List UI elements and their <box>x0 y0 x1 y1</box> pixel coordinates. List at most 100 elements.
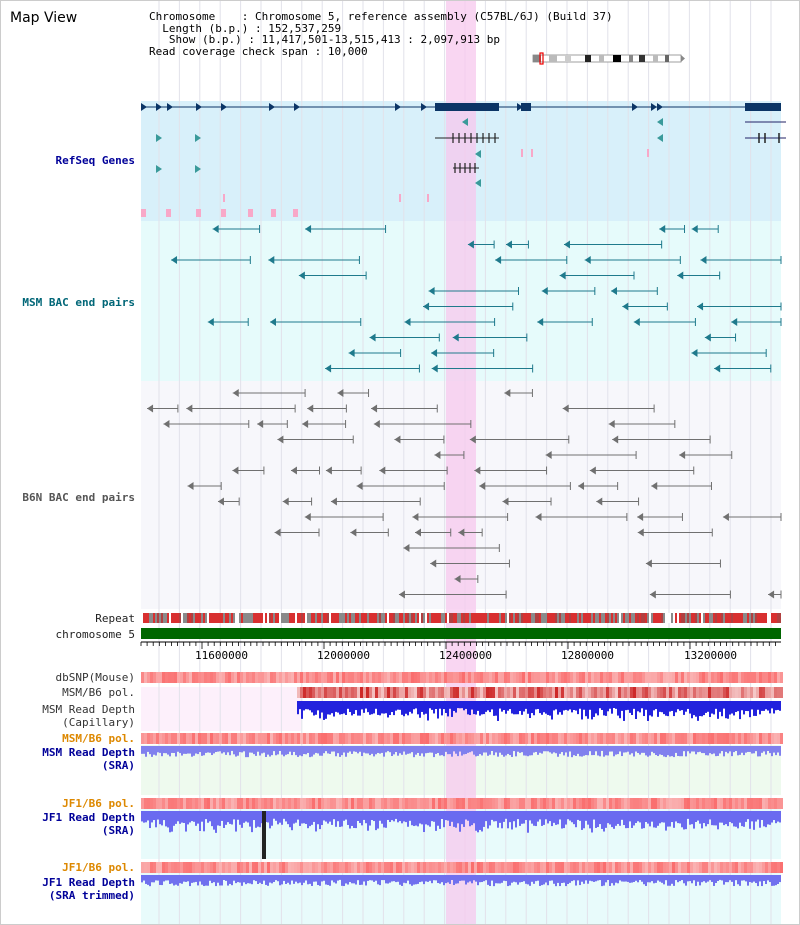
polymorphism-cell <box>579 687 582 698</box>
msm-bac-pair <box>563 240 570 249</box>
read-depth-bar <box>389 875 391 883</box>
track-label-jf1-b6-pol-2[interactable]: JF1/B6 pol. <box>62 861 135 874</box>
repeat-element <box>527 613 529 623</box>
read-depth-bar <box>635 701 637 719</box>
read-depth-bar <box>355 701 357 711</box>
read-depth-bar <box>775 746 777 756</box>
read-depth-bar <box>233 875 235 881</box>
read-depth-bar <box>257 875 259 885</box>
b6n-bac-pair <box>722 513 729 521</box>
read-depth-bar <box>497 811 499 828</box>
polymorphism-cell <box>663 862 666 873</box>
polymorphism-cell <box>273 733 276 744</box>
read-depth-bar <box>743 701 745 715</box>
read-depth-bar <box>761 875 763 887</box>
polymorphism-cell <box>258 733 261 744</box>
polymorphism-cell <box>150 672 153 683</box>
polymorphism-cell <box>291 733 294 744</box>
track-label-jf1-depth-sra[interactable]: JF1 Read Depth (SRA) <box>1 811 135 837</box>
read-depth-bar <box>271 875 273 884</box>
repeat-element <box>195 613 197 623</box>
read-depth-bar <box>241 746 243 753</box>
read-depth-bar <box>521 811 523 824</box>
repeat-element <box>653 613 655 623</box>
polymorphism-cell <box>705 733 708 744</box>
polymorphism-cell <box>717 862 720 873</box>
pseudogene <box>166 209 171 217</box>
polymorphism-cell <box>459 687 462 698</box>
polymorphism-cell <box>642 687 645 698</box>
track-label-refseq[interactable]: RefSeq Genes <box>55 154 135 167</box>
polymorphism-cell <box>708 862 711 873</box>
read-depth-bar <box>773 811 775 821</box>
read-depth-bar <box>651 701 653 717</box>
polymorphism-cell <box>387 798 390 809</box>
read-depth-bar <box>773 701 775 714</box>
polymorphism-cell <box>165 798 168 809</box>
repeat-element <box>631 613 633 623</box>
read-depth-bar <box>621 701 623 711</box>
track-label-dbsnp[interactable]: dbSNP(Mouse) <box>55 671 135 684</box>
polymorphism-cell <box>540 798 543 809</box>
polymorphism-cell <box>588 798 591 809</box>
polymorphism-cell <box>654 733 657 744</box>
polymorphism-cell <box>234 672 237 683</box>
polymorphism-cell <box>171 733 174 744</box>
read-depth-bar <box>731 746 733 757</box>
read-depth-bar <box>729 811 731 822</box>
read-depth-bar <box>667 746 669 756</box>
read-depth-bar <box>277 811 279 825</box>
read-depth-bar <box>639 875 641 881</box>
track-label-msm-b6-pol[interactable]: MSM/B6 pol. <box>62 686 135 699</box>
polymorphism-cell <box>387 687 390 698</box>
polymorphism-cell <box>276 862 279 873</box>
selection-highlight[interactable] <box>446 1 476 925</box>
track-label-jf1-depth-trimmed[interactable]: JF1 Read Depth (SRA trimmed) <box>1 876 135 902</box>
polymorphism-cell <box>195 733 198 744</box>
repeat-element <box>161 613 163 623</box>
b6n-bac-pair <box>430 559 437 568</box>
polymorphism-cell <box>360 733 363 744</box>
repeat-element <box>693 613 695 623</box>
read-depth-bar <box>603 811 605 832</box>
read-depth-bar <box>671 746 673 757</box>
polymorphism-cell <box>450 798 453 809</box>
track-label-jf1-b6-pol[interactable]: JF1/B6 pol. <box>62 797 135 810</box>
track-label-chromosome[interactable]: chromosome 5 <box>55 628 135 641</box>
read-depth-bar <box>583 701 585 710</box>
read-depth-bar <box>599 811 601 825</box>
track-label-msm-depth-capillary[interactable]: MSM Read Depth (Capillary) <box>1 703 135 729</box>
polymorphism-cell <box>573 733 576 744</box>
polymorphism-cell <box>615 672 618 683</box>
read-depth-bar <box>689 875 691 882</box>
polymorphism-cell <box>468 687 471 698</box>
polymorphism-cell <box>204 733 207 744</box>
track-label-b6n-bac[interactable]: B6N BAC end pairs <box>22 491 135 504</box>
polymorphism-cell <box>699 798 702 809</box>
read-depth-bar <box>373 875 375 882</box>
read-depth-bar <box>315 811 317 832</box>
track-label-msm-depth-sra[interactable]: MSM Read Depth (SRA) <box>1 746 135 772</box>
read-depth-bar <box>383 746 385 757</box>
read-depth-bar <box>581 746 583 757</box>
polymorphism-cell <box>372 733 375 744</box>
read-depth-bar <box>755 746 757 752</box>
track-label-repeat[interactable]: Repeat <box>95 612 135 625</box>
read-depth-bar <box>665 811 667 831</box>
repeat-element <box>473 613 475 623</box>
read-depth-bar <box>287 746 289 755</box>
polymorphism-cell <box>711 798 714 809</box>
chromosome-ideogram[interactable] <box>529 52 687 66</box>
repeat-element <box>307 613 309 623</box>
track-label-msm-b6-pol-2[interactable]: MSM/B6 pol. <box>62 732 135 745</box>
polymorphism-cell <box>750 672 753 683</box>
label-line-1: MSM Read Depth <box>42 746 135 759</box>
read-depth-bar <box>569 701 571 710</box>
polymorphism-cell <box>333 687 336 698</box>
track-label-msm-bac[interactable]: MSM BAC end pairs <box>22 296 135 309</box>
polymorphism-cell <box>261 672 264 683</box>
read-depth-bar <box>333 746 335 752</box>
read-depth-bar <box>561 701 563 715</box>
read-depth-bar <box>409 875 411 885</box>
read-depth-bar <box>729 701 731 715</box>
